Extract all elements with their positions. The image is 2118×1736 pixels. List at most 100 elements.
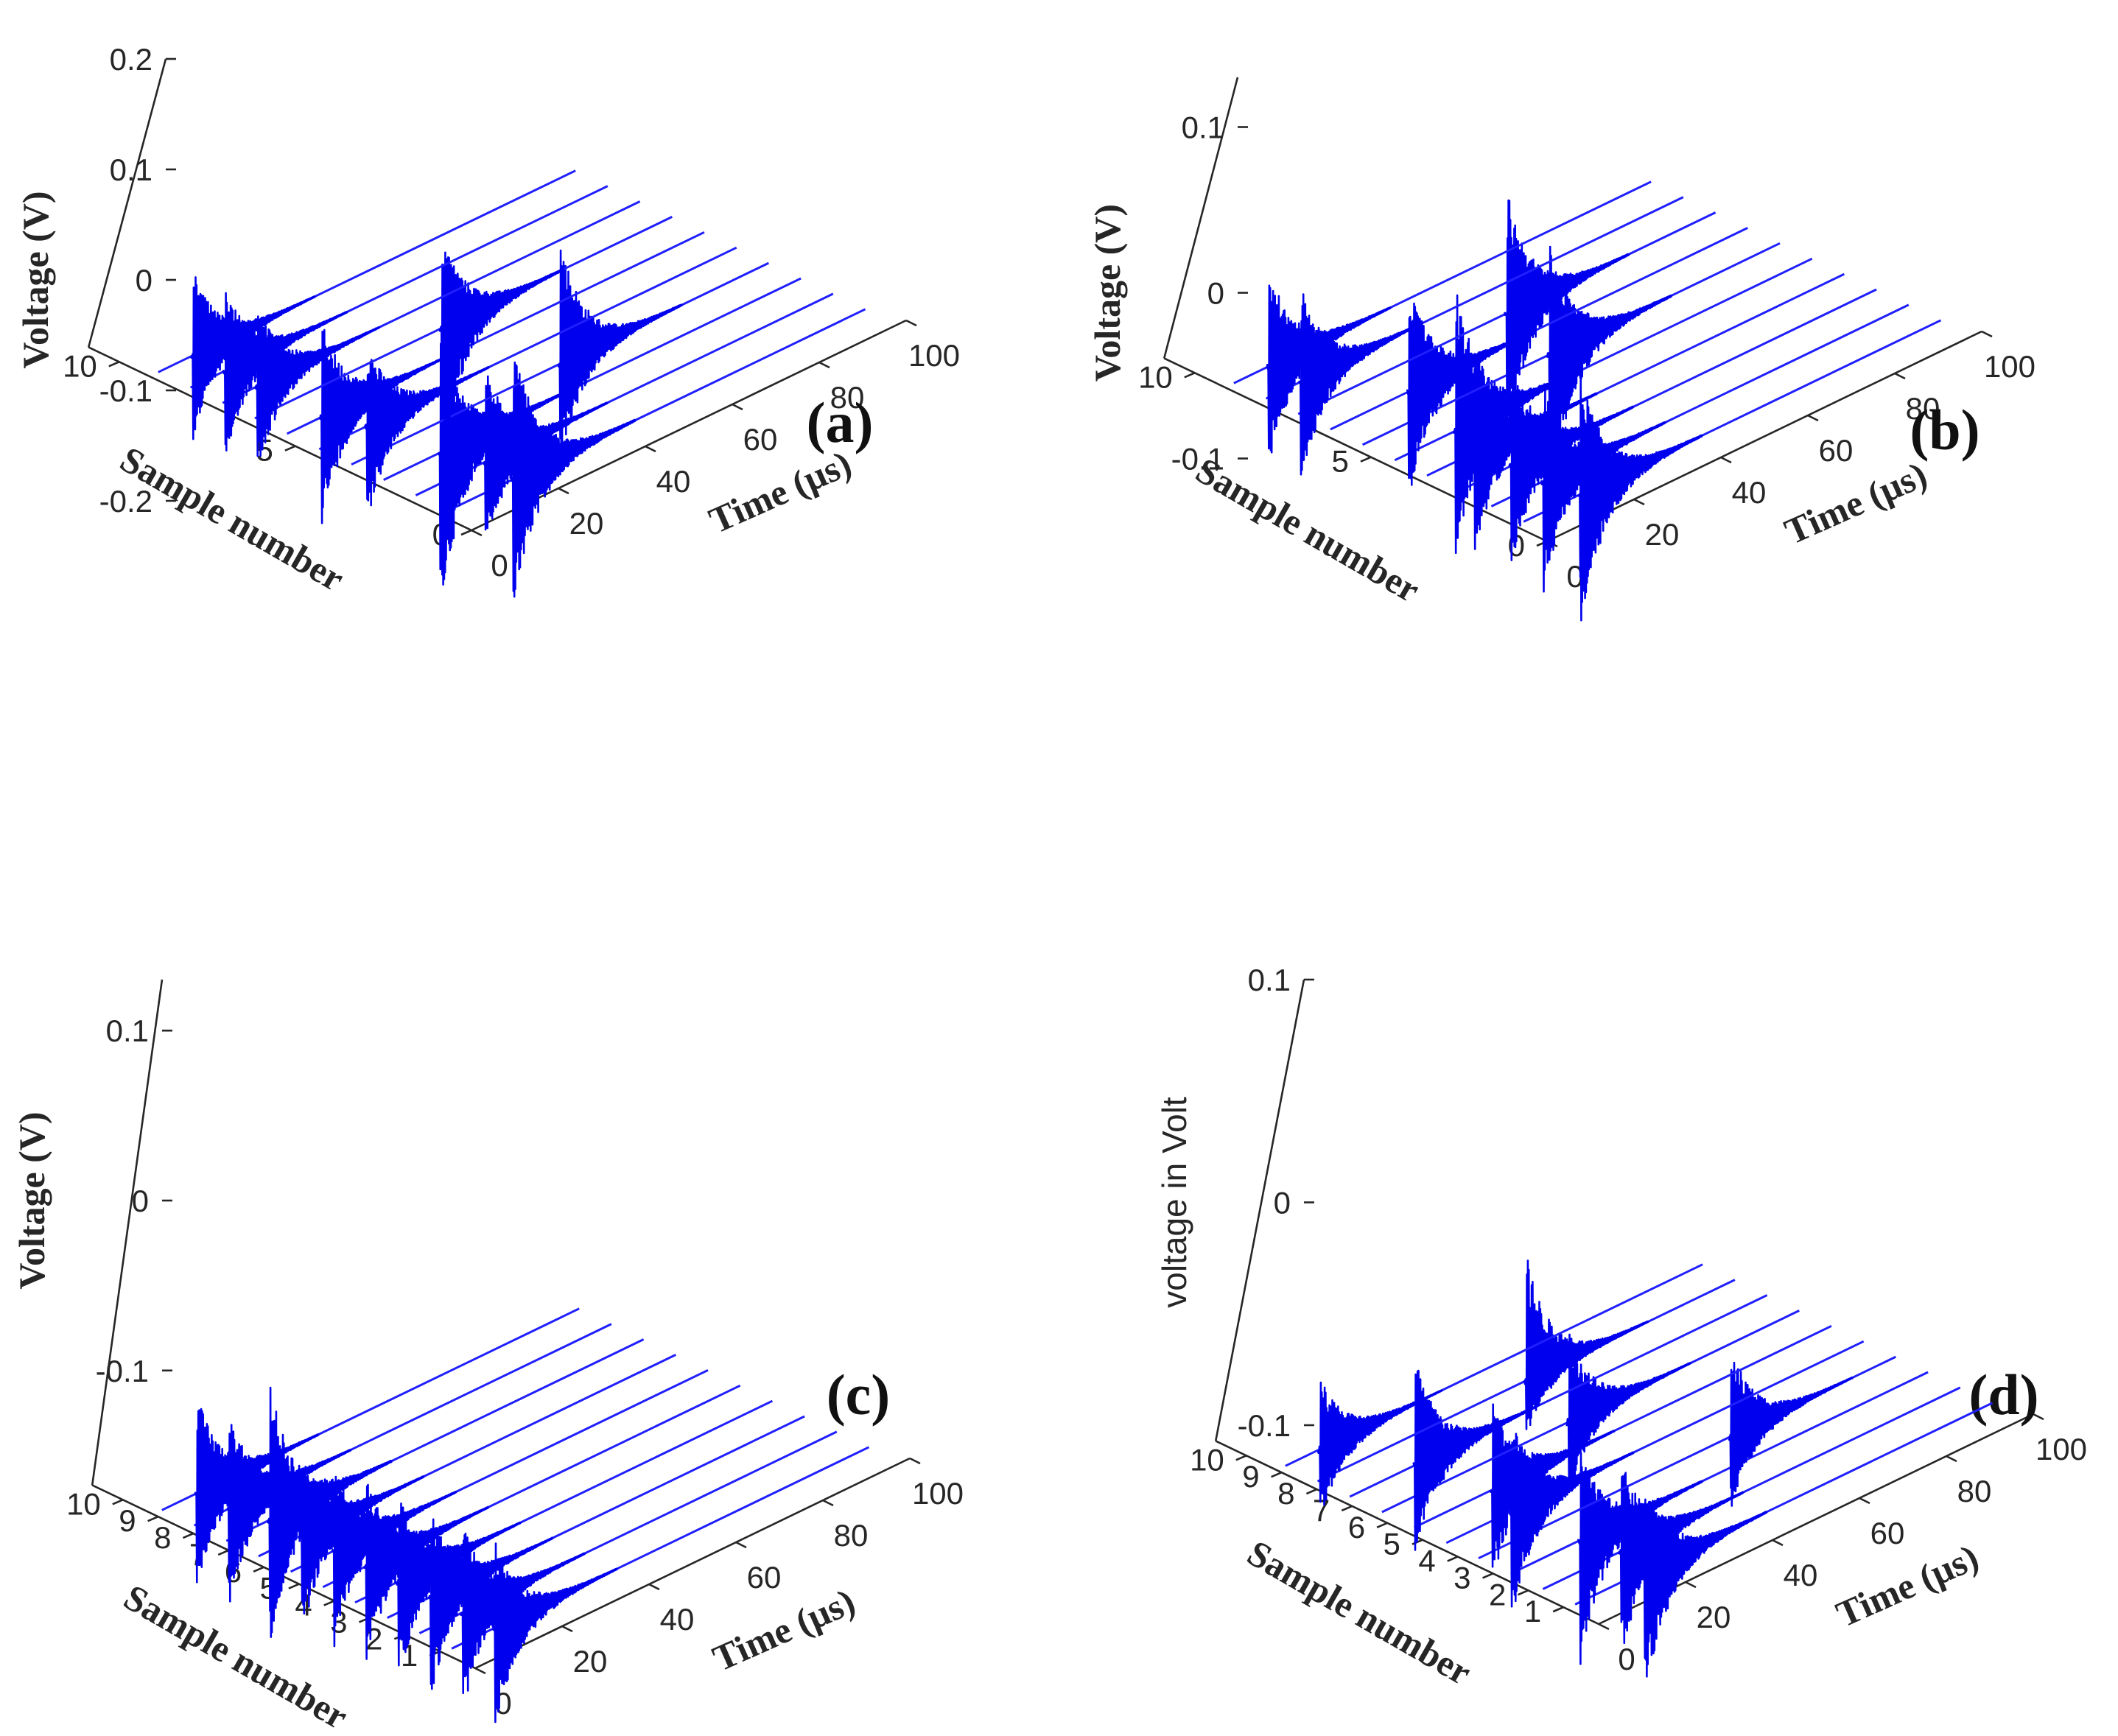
time-tick-mark <box>645 445 656 453</box>
sample-tick-label: 8 <box>154 1520 171 1555</box>
voltage-tick-label: 0 <box>136 263 152 298</box>
voltage-tick-label: -0.1 <box>99 373 152 408</box>
time-tick-label: 60 <box>747 1560 782 1595</box>
time-axis-line <box>474 1457 911 1670</box>
time-tick-mark <box>474 1667 486 1675</box>
voltage-tick-label: -0.1 <box>1238 1408 1291 1443</box>
series-waveform <box>1565 1333 1692 1494</box>
sample-tick-mark <box>1184 372 1196 379</box>
time-tick-label: 80 <box>1957 1474 1992 1508</box>
sample-axis-line <box>88 346 472 532</box>
time-tick-mark <box>1772 1539 1784 1547</box>
series-waveform <box>331 1475 457 1648</box>
time-tick-label: 20 <box>569 506 604 541</box>
sample-tick-label: 8 <box>1277 1476 1294 1511</box>
series-waveform <box>1316 1381 1443 1506</box>
sample-axis-label: Sample number <box>1241 1532 1479 1693</box>
time-tick-label: 100 <box>912 1476 964 1511</box>
sample-tick-label: 10 <box>66 1486 101 1521</box>
time-tick-mark <box>1946 1455 1957 1463</box>
time-tick-label: 40 <box>660 1602 695 1637</box>
panel-label: (c) <box>827 1363 891 1427</box>
series-waveform <box>483 375 609 531</box>
sample-tick-mark <box>112 1499 124 1505</box>
time-tick-mark <box>905 319 917 327</box>
series-waveform <box>1297 293 1424 476</box>
voltage-axis-line <box>1163 77 1239 359</box>
series-waveform <box>1641 1498 1768 1678</box>
sample-tick-label: 5 <box>1332 444 1349 479</box>
sample-tick-mark <box>147 1515 159 1522</box>
sample-tick-mark <box>323 1600 335 1606</box>
voltage-tick-label: 0 <box>1207 276 1224 311</box>
time-tick-label: 0 <box>491 548 508 583</box>
series-waveform <box>363 1483 490 1660</box>
series-waveform <box>364 359 491 507</box>
sample-tick-mark <box>1517 1589 1529 1596</box>
time-axis-label: Time (µs) <box>1778 454 1932 552</box>
time-tick-label: 20 <box>1645 517 1680 552</box>
voltage-tick-label: 0.1 <box>106 1013 149 1048</box>
series-waveform <box>437 342 564 586</box>
sample-axis-line <box>1215 1440 1599 1626</box>
time-tick-mark <box>1859 1497 1870 1505</box>
series-waveform <box>254 315 381 457</box>
sample-axis-label: Sample number <box>1189 449 1427 611</box>
time-axis-label: Time (µs) <box>1830 1536 1984 1635</box>
time-tick-label: 80 <box>834 1518 869 1553</box>
voltage-tick-label: -0.1 <box>1171 442 1224 477</box>
time-tick-label: 60 <box>743 422 778 457</box>
series-waveform <box>491 1542 619 1723</box>
time-tick-mark <box>1720 456 1732 464</box>
series-waveform <box>460 1532 586 1694</box>
voltage-tick-label: 0 <box>132 1184 149 1218</box>
sample-tick-label: 9 <box>1242 1459 1259 1494</box>
series-waveform <box>1412 1369 1538 1551</box>
sample-tick-label: 9 <box>119 1503 136 1538</box>
sample-tick-label: 10 <box>1138 359 1173 394</box>
time-tick-label: 40 <box>1784 1558 1818 1592</box>
time-tick-label: 40 <box>656 464 691 499</box>
time-tick-mark <box>735 1541 747 1549</box>
sample-tick-mark <box>460 529 472 536</box>
sample-tick-label: 6 <box>1348 1510 1365 1545</box>
series-waveform <box>557 249 684 451</box>
time-axis-line <box>1546 330 1982 543</box>
sample-tick-mark <box>288 1583 300 1589</box>
sample-tick-mark <box>217 1549 229 1556</box>
sample-tick-label: 10 <box>1190 1442 1224 1477</box>
series-waveform <box>1577 1452 1704 1665</box>
series-waveform <box>438 251 565 440</box>
time-tick-mark <box>471 529 483 537</box>
time-tick-mark <box>561 1625 573 1633</box>
time-tick-mark <box>2033 1413 2044 1421</box>
sample-tick-mark <box>253 1566 264 1572</box>
sample-tick-mark <box>1235 1455 1247 1461</box>
sample-tick-mark <box>1271 1471 1283 1478</box>
voltage-tick-label: 0.1 <box>110 152 152 187</box>
voltage-tick-label: 0 <box>1274 1186 1291 1220</box>
panel-label: (d) <box>1968 1363 2038 1427</box>
sample-tick-mark <box>1376 1522 1388 1528</box>
voltage-tick-label: 0.1 <box>1248 963 1291 997</box>
series-waveform <box>267 1386 393 1638</box>
voltage-axis-label: Voltage (V) <box>15 191 56 368</box>
series-waveform <box>427 1518 554 1690</box>
series-waveform <box>298 1466 425 1614</box>
sample-tick-label: 1 <box>1524 1594 1541 1628</box>
sample-axis-line <box>1163 357 1548 543</box>
time-tick-mark <box>1633 498 1645 506</box>
panel-label: (b) <box>1910 398 1980 462</box>
sample-tick-mark <box>182 1532 194 1539</box>
series-waveform <box>190 276 317 440</box>
series-baseline <box>1413 1324 1832 1529</box>
series-baseline <box>1349 1294 1768 1498</box>
series-waveform <box>194 1408 320 1584</box>
sample-tick-label: 10 <box>63 348 97 383</box>
series-waveform <box>510 361 637 598</box>
voltage-tick-label: -0.1 <box>96 1354 149 1388</box>
time-tick-label: 100 <box>908 338 960 373</box>
